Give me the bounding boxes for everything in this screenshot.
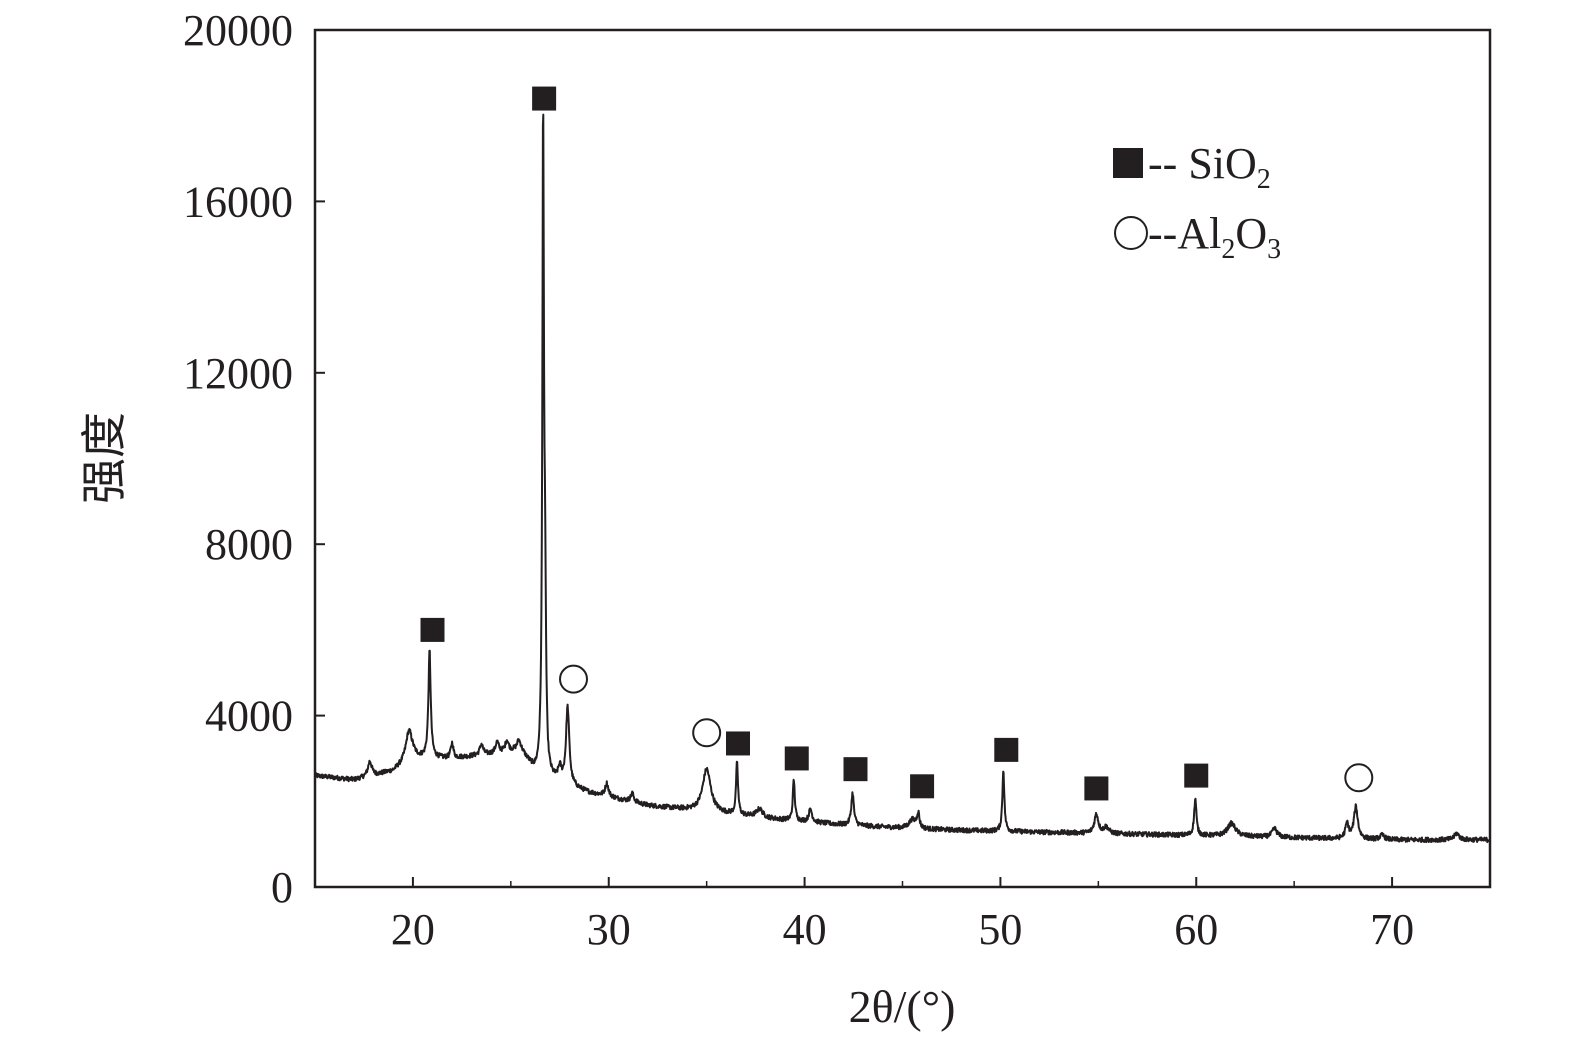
y-axis-title: 强度: [79, 412, 130, 504]
al2o3-peak-marker: [559, 664, 588, 694]
y-tick-label: 16000: [183, 177, 293, 226]
y-tick-label: 4000: [205, 692, 293, 741]
sio2-peak-marker: [994, 737, 1019, 762]
legend-formula-part: Al: [1177, 209, 1221, 258]
legend-circle-icon: [1114, 216, 1148, 250]
plot-frame: [313, 28, 1492, 889]
legend: -- SiO2--Al2O3: [1113, 139, 1281, 265]
legend-prefix: --: [1148, 209, 1177, 258]
x-tick-label: 60: [1174, 905, 1218, 954]
legend-prefix: --: [1148, 139, 1188, 188]
legend-formula-part: O: [1225, 139, 1257, 188]
x-tick-label: 50: [978, 905, 1022, 954]
legend-label: --Al2O3: [1148, 209, 1281, 265]
x-axis-title: 2θ/(°): [849, 981, 956, 1032]
x-tick-label: 30: [587, 905, 631, 954]
phase-markers: [420, 86, 1374, 801]
x-tick-label: 40: [783, 905, 827, 954]
sio2-peak-marker: [1184, 763, 1209, 788]
x-axis: 20 30 40 50 60 70: [314, 877, 1491, 954]
sio2-peak-marker: [843, 757, 868, 782]
y-tick-label: 8000: [205, 520, 293, 569]
legend-square-icon: [1113, 148, 1143, 178]
sio2-peak-marker: [726, 731, 750, 756]
legend-subscript: 2: [1257, 164, 1271, 195]
legend-formula-part: Si: [1188, 139, 1225, 188]
y-tick-label: 0: [271, 863, 293, 912]
x-tick-label: 20: [391, 905, 435, 954]
y-tick-label: 12000: [183, 349, 293, 398]
legend-subscript: 3: [1267, 234, 1281, 265]
al2o3-peak-marker: [692, 718, 722, 748]
legend-label: -- SiO2: [1148, 139, 1271, 195]
sio2-peak-marker: [910, 774, 935, 799]
legend-formula-part: O: [1235, 209, 1267, 258]
legend-subscript: 2: [1221, 234, 1235, 265]
sio2-peak-marker: [1084, 776, 1109, 801]
y-tick-label: 20000: [183, 6, 293, 55]
sio2-peak-marker: [420, 617, 445, 642]
x-tick-label: 70: [1370, 905, 1414, 954]
al2o3-peak-marker: [1344, 763, 1374, 793]
y-axis: 0 4000 8000 12000 16000 20000: [183, 6, 325, 912]
sio2-peak-marker: [532, 86, 557, 111]
xrd-pattern-line: [314, 113, 1491, 844]
sio2-peak-marker: [784, 746, 809, 771]
